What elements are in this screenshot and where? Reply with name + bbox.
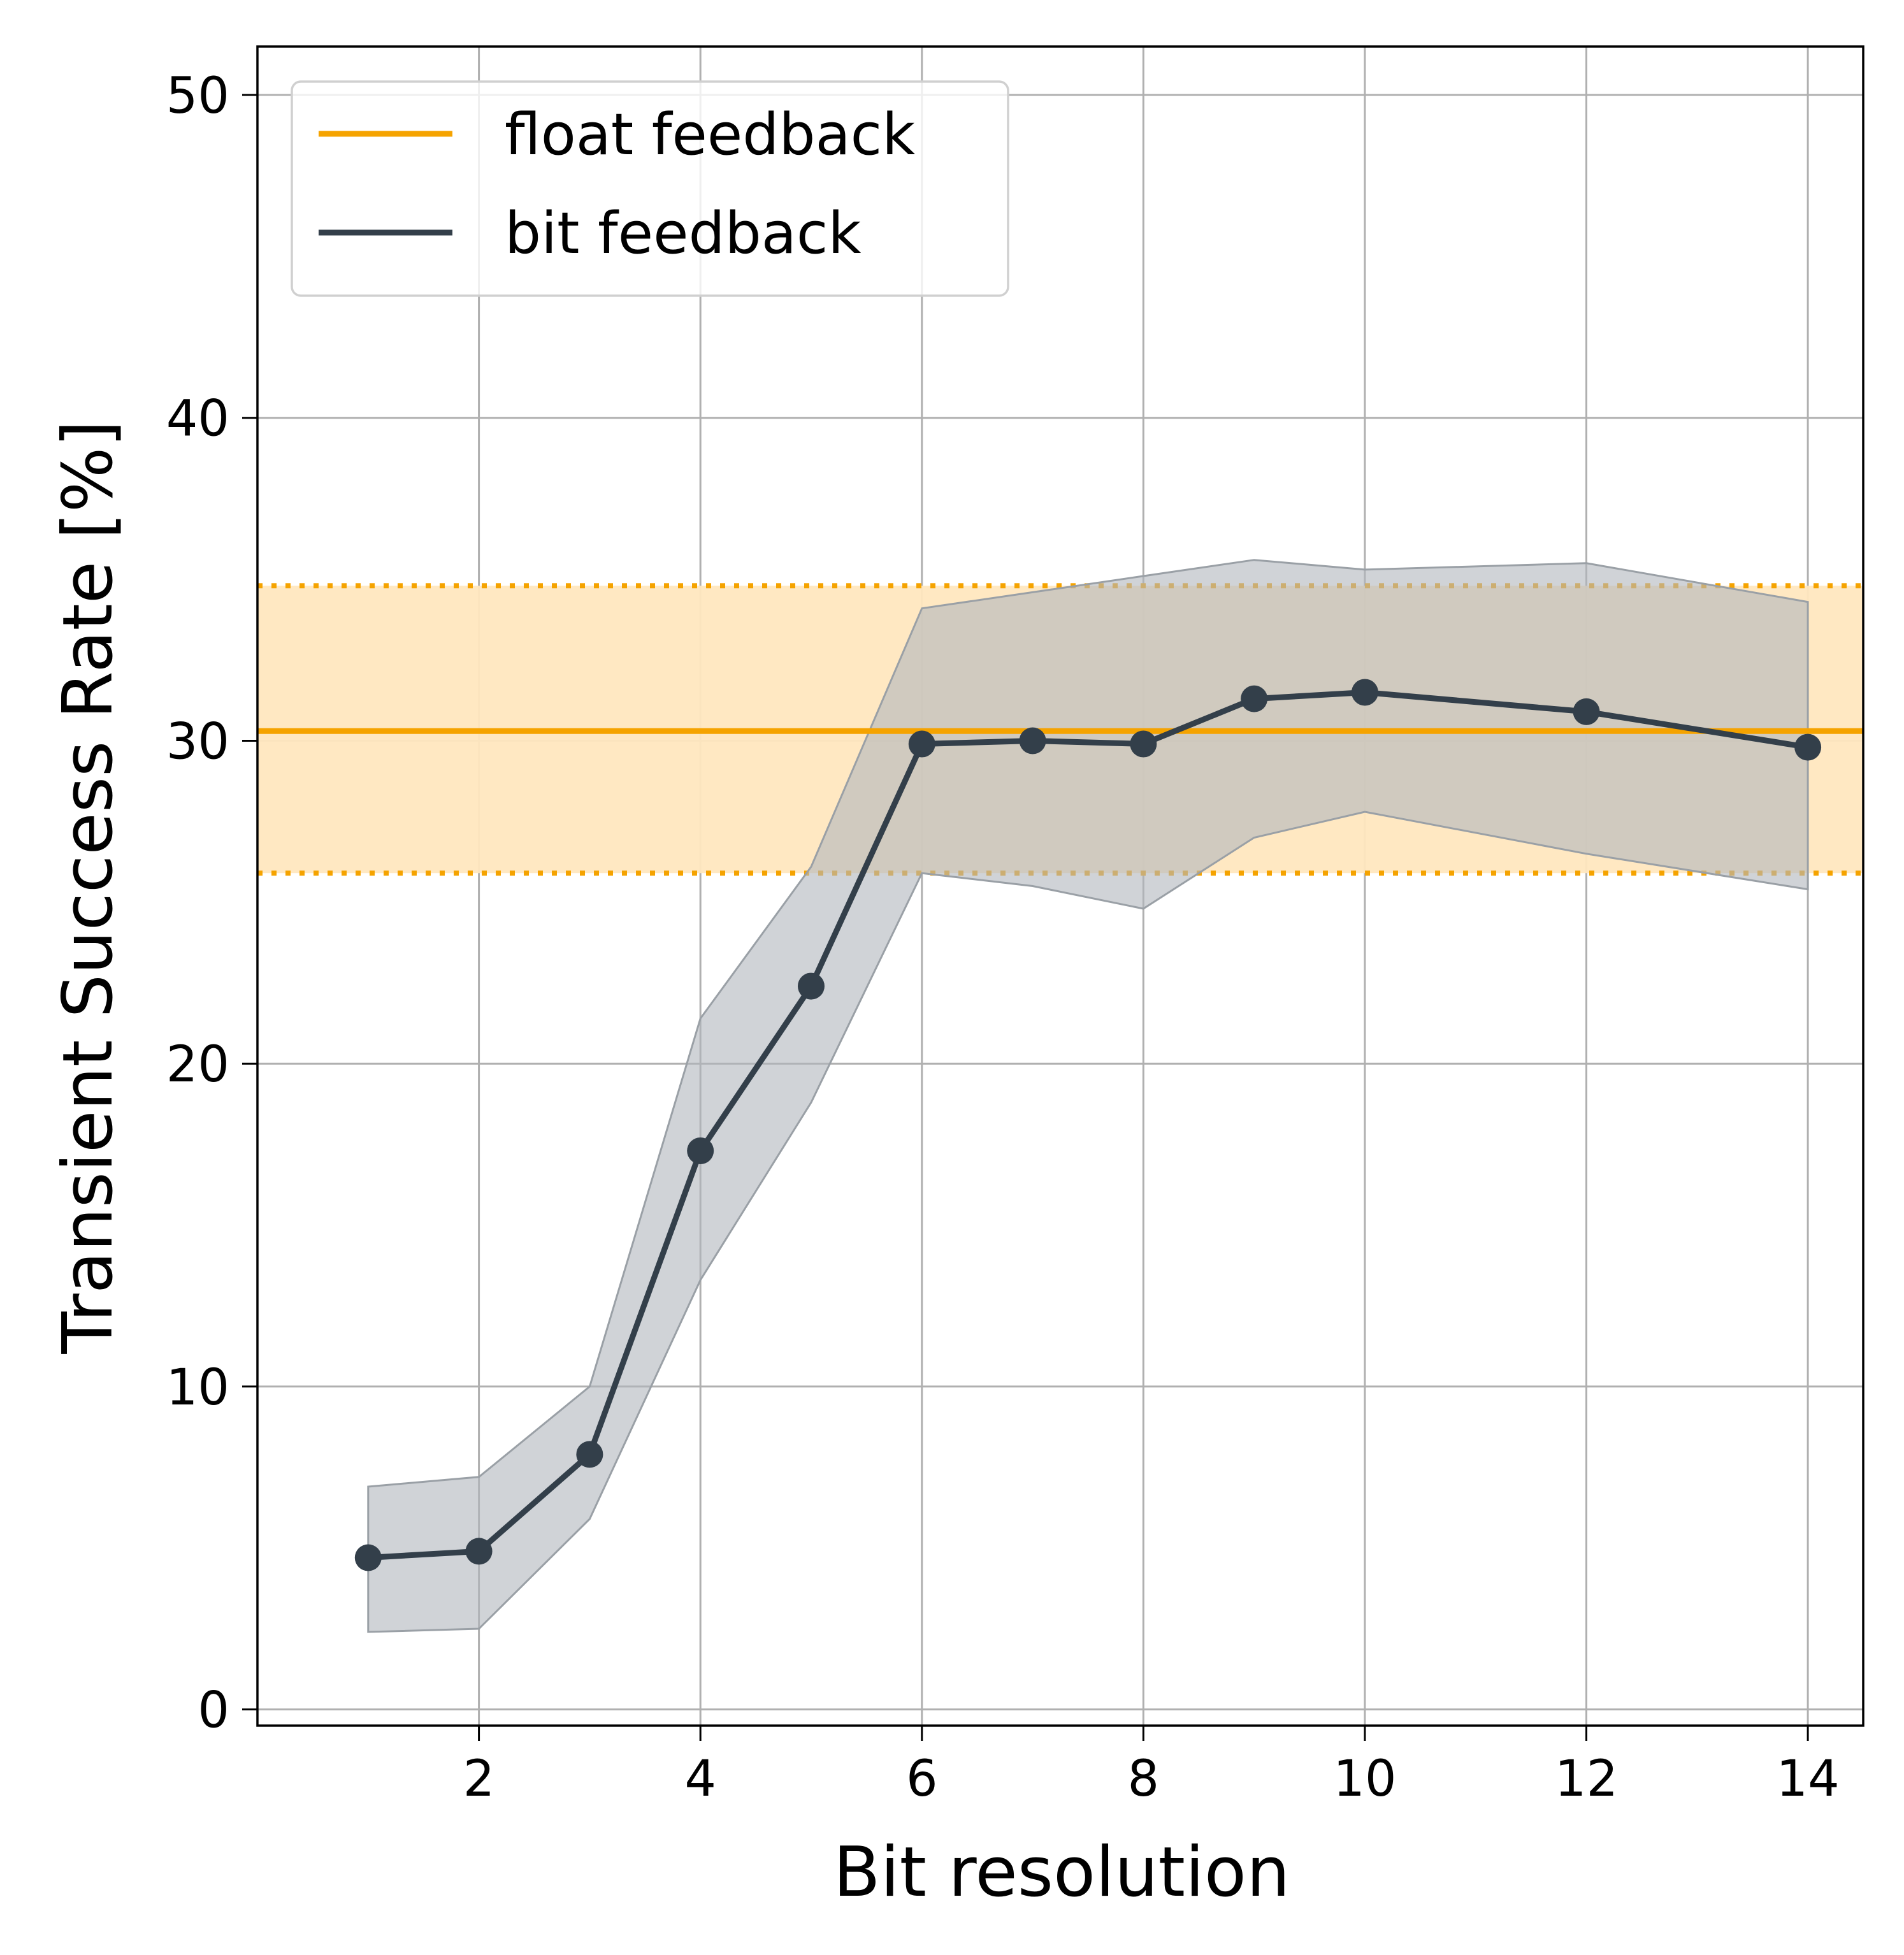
bit-feedback-point xyxy=(1130,730,1157,758)
legend-box xyxy=(291,80,1009,297)
y-tick-label: 20 xyxy=(166,1036,229,1093)
bit-feedback-point xyxy=(797,972,825,1000)
bit-feedback-point xyxy=(465,1538,493,1565)
bit-feedback-point xyxy=(687,1137,714,1165)
x-tick-label: 6 xyxy=(906,1750,938,1808)
y-tick-label: 30 xyxy=(166,713,229,770)
bit-feedback-point xyxy=(1019,727,1046,754)
bit-feedback-point xyxy=(1794,733,1822,761)
x-tick-label: 12 xyxy=(1555,1750,1618,1808)
data-points xyxy=(354,679,1822,1571)
bit-feedback-point xyxy=(354,1544,382,1571)
x-tick-label: 2 xyxy=(463,1750,495,1808)
axis-ticks: 2 4 6 8 10 12 14 0 10 20 30 40 50 xyxy=(166,68,1840,1808)
x-tick-label: 8 xyxy=(1128,1750,1160,1808)
x-tick-label: 4 xyxy=(684,1750,716,1808)
bit-feedback-line xyxy=(368,689,1808,1561)
x-axis-label: Bit resolution xyxy=(833,1833,1290,1912)
bit-feedback-point xyxy=(1573,698,1600,725)
confidence-bands xyxy=(257,559,1863,1633)
plot-frame xyxy=(256,45,1864,1727)
x-tick-label: 10 xyxy=(1333,1750,1396,1808)
y-tick-label: 0 xyxy=(198,1682,229,1740)
bit-feedback-point xyxy=(576,1441,603,1468)
y-tick-label: 10 xyxy=(166,1359,229,1417)
bit-feedback-point xyxy=(908,730,935,758)
y-tick-label: 40 xyxy=(166,391,229,448)
y-axis-label: Transient Success Rate [%] xyxy=(48,421,128,1355)
legend: float feedback bit feedback xyxy=(291,80,1009,297)
bit-feedback-point xyxy=(1241,685,1268,712)
y-tick-label: 50 xyxy=(166,68,229,125)
bit-feedback-point xyxy=(1351,679,1378,706)
x-tick-label: 14 xyxy=(1776,1750,1839,1808)
legend-label-float-feedback: float feedback xyxy=(505,101,915,168)
series-lines xyxy=(257,689,1863,1561)
legend-label-bit-feedback: bit feedback xyxy=(505,200,861,267)
